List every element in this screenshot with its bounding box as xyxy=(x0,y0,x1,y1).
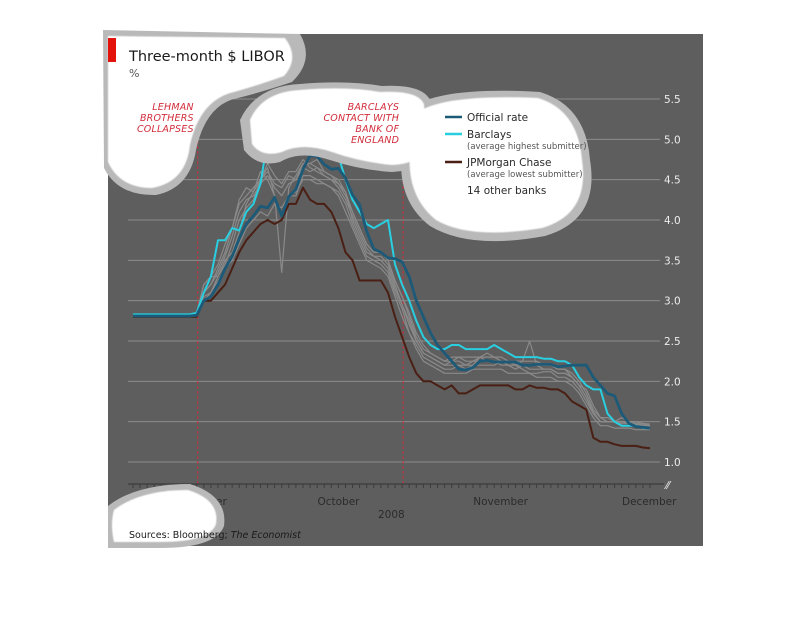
annotation-text-line: COLLAPSES xyxy=(137,124,194,135)
y-tick-label: 1.0 xyxy=(664,457,681,469)
series-line-other-bank xyxy=(133,179,650,431)
legend-label: Barclays xyxy=(467,129,512,141)
y-tick-label: 3.5 xyxy=(664,255,681,267)
y-tick-label: 2.5 xyxy=(664,336,681,348)
chart-title: Three-month $ LIBOR xyxy=(128,49,285,65)
y-unit-label: % xyxy=(129,67,139,80)
series-line-other-bank xyxy=(133,162,651,427)
source-prefix: Sources: Bloomberg; xyxy=(129,530,231,541)
legend-label: JPMorgan Chase xyxy=(466,157,552,169)
other-banks-lines xyxy=(133,158,651,431)
legend-blob xyxy=(409,97,584,233)
legend-sublabel: (average lowest submitter) xyxy=(467,170,583,180)
title-accent-bar xyxy=(108,38,116,62)
top-center-blob xyxy=(250,88,426,165)
title-blob xyxy=(108,36,293,188)
series-line-other-bank xyxy=(133,158,651,427)
y-tick-label: 5.0 xyxy=(664,134,681,146)
axis-break-mark: ⁄⁄ xyxy=(664,480,672,492)
callout-blobs xyxy=(108,36,584,542)
source-italic: The Economist xyxy=(231,530,302,541)
series-line-other-bank xyxy=(133,171,651,427)
annotation-text-line: LEHMAN xyxy=(152,102,193,113)
x-month-label: December xyxy=(622,496,677,508)
annotation-text-line: CONTACT WITH xyxy=(323,113,399,124)
x-month-label: November xyxy=(473,496,528,508)
series-line-official-rate xyxy=(133,154,651,430)
y-tick-label: 4.5 xyxy=(664,175,681,187)
y-tick-label: 1.5 xyxy=(664,417,681,429)
legend: Official rate Barclays(average highest su… xyxy=(445,112,587,197)
legend-sublabel: (average highest submitter) xyxy=(467,142,587,152)
annotation-text-line: BROTHERS xyxy=(140,113,194,124)
series-line-jpmorgan-chase xyxy=(133,186,651,450)
x-month-label: October xyxy=(317,496,360,508)
legend-label: Official rate xyxy=(467,112,528,124)
annotation-text-line: BANK OF xyxy=(355,124,399,135)
y-tick-label: 3.0 xyxy=(664,296,681,308)
y-tick-label: 4.0 xyxy=(664,215,681,227)
legend-label: 14 other banks xyxy=(467,185,546,197)
main-series-lines xyxy=(133,130,651,450)
x-year-label: 2008 xyxy=(378,509,405,521)
y-tick-labels: 1.0 1.5 2.0 2.5 3.0 3.5 4.0 4.5 5.0 5.5 xyxy=(664,94,681,469)
september-blob xyxy=(112,490,217,542)
source-note: Sources: Bloomberg; The Economist xyxy=(129,530,302,541)
annotation-text-line: ENGLAND xyxy=(351,135,399,146)
y-tick-label: 5.5 xyxy=(664,94,681,106)
annotation-text-line: BARCLAYS xyxy=(348,102,399,113)
y-tick-label: 2.0 xyxy=(664,376,681,388)
